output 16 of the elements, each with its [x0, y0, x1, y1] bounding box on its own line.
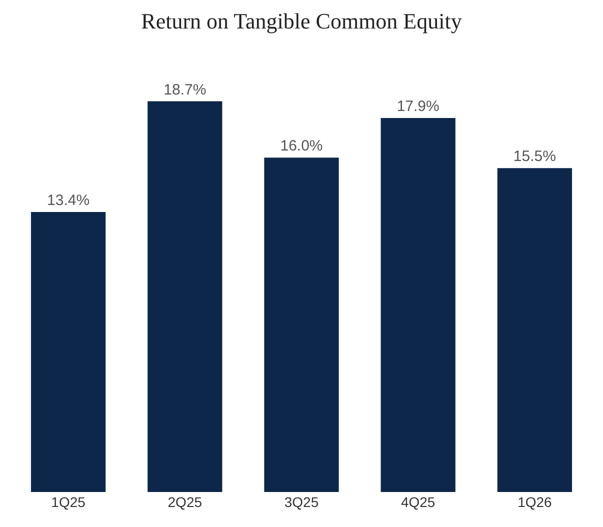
- chart-title: Return on Tangible Common Equity: [141, 8, 462, 34]
- data-label: 16.0%: [280, 138, 323, 155]
- x-tick-label: 3Q25: [284, 494, 319, 510]
- data-label: 18.7%: [164, 81, 206, 98]
- bar: [30, 212, 106, 492]
- bar: [497, 168, 572, 492]
- bar: [380, 118, 456, 492]
- bar: [148, 101, 222, 492]
- x-tick-label: 1Q25: [51, 494, 86, 510]
- bar: [264, 158, 339, 492]
- data-label: 13.4%: [47, 192, 90, 209]
- data-label: 17.9%: [396, 98, 440, 115]
- x-tick-label: 1Q26: [518, 494, 552, 510]
- x-tick-label: 4Q25: [400, 494, 436, 510]
- x-tick-label: 2Q25: [168, 494, 202, 510]
- data-label: 15.5%: [513, 148, 556, 166]
